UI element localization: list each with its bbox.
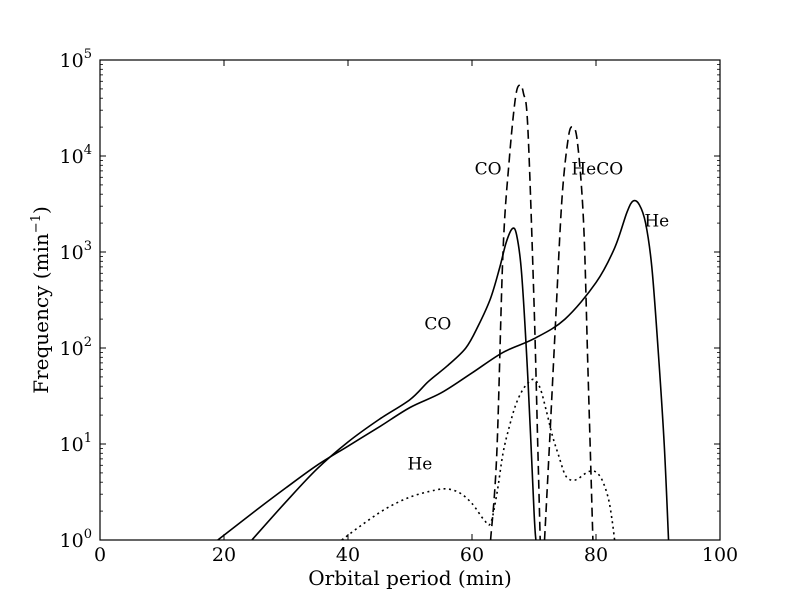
y-axis-label: Frequency (min−1) [29, 206, 53, 394]
plot-frame [99, 59, 721, 541]
x-tick-label: 80 [584, 544, 608, 566]
annotation-label: He [407, 455, 432, 475]
y-axis-label-close: ) [29, 206, 53, 214]
y-tick-label: 101 [60, 431, 92, 456]
x-tick-label: 20 [212, 544, 236, 566]
y-tick-label: 102 [60, 335, 92, 360]
series-line-co-dashed [489, 83, 541, 541]
x-axis-label: Orbital period (min) [308, 566, 512, 590]
series-line-he-solid [217, 199, 670, 541]
x-tick-label: 100 [702, 544, 738, 566]
annotation-label: CO [424, 315, 451, 335]
x-tick-label: 60 [460, 544, 484, 566]
y-axis-label-main: Frequency (min [29, 233, 53, 394]
annotation-label: CO [475, 160, 502, 180]
series-line-heco-dashed [543, 126, 594, 541]
y-tick-label: 105 [60, 47, 92, 72]
y-tick-label: 104 [60, 143, 92, 168]
series-line-he-dotted [341, 378, 616, 541]
annotation-label: He [644, 211, 669, 231]
y-axis-label-sup: −1 [29, 214, 44, 233]
annotation-label: HeCO [571, 160, 623, 180]
y-tick-label: 103 [60, 239, 92, 264]
y-tick-label: 100 [60, 527, 92, 552]
x-tick-label: 40 [336, 544, 360, 566]
x-tick-label: 0 [94, 544, 106, 566]
series-line-co-solid [251, 227, 537, 541]
